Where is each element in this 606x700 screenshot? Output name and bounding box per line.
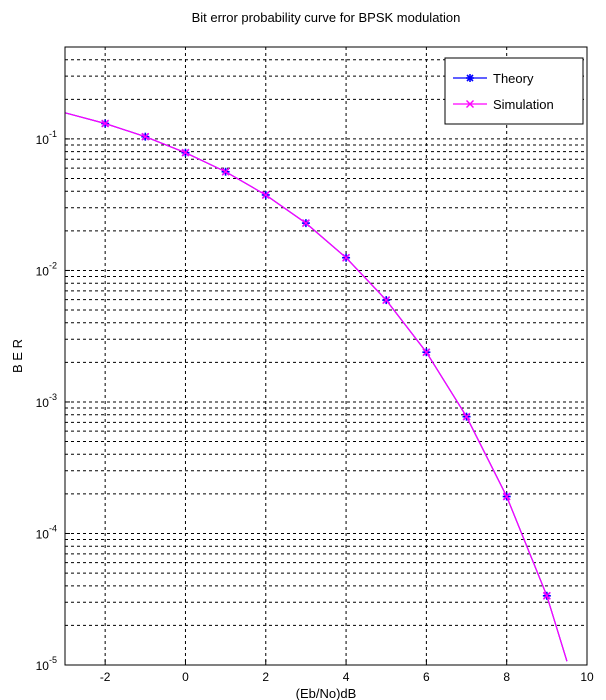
- x-tick-label: 2: [262, 670, 269, 684]
- data-point: [101, 119, 110, 128]
- legend-box: [444, 57, 584, 125]
- marker-stroke: [382, 296, 391, 305]
- series-line-simulation: [65, 112, 568, 662]
- series-layer: [65, 112, 568, 662]
- marker-stroke: [181, 148, 190, 157]
- series-line-theory: [65, 112, 568, 662]
- y-tick-label: 10-1: [36, 129, 57, 147]
- data-point: [181, 148, 190, 157]
- marker-stroke: [261, 190, 270, 199]
- x-tick-label: 6: [423, 670, 430, 684]
- data-point: [422, 348, 431, 357]
- marker-stroke: [466, 100, 474, 108]
- legend-item: Theory: [453, 71, 534, 86]
- x-tick-label: -2: [100, 670, 111, 684]
- y-tick-label: 10-2: [36, 260, 57, 278]
- y-tick-label: 10-5: [36, 655, 57, 673]
- marker-stroke: [462, 412, 471, 421]
- x-tick-label: 0: [182, 670, 189, 684]
- marker-stroke: [422, 348, 431, 357]
- data-point: [542, 591, 551, 600]
- marker-stroke: [301, 219, 310, 228]
- data-point: [462, 412, 471, 421]
- legend-item: Simulation: [453, 97, 554, 112]
- series-theory: [65, 112, 568, 662]
- data-point: [502, 492, 511, 501]
- legend-label: Theory: [493, 71, 534, 86]
- chart-title: Bit error probability curve for BPSK mod…: [192, 10, 461, 25]
- marker-stroke: [101, 119, 110, 128]
- y-tick-label: 10-3: [36, 392, 57, 410]
- x-tick-label: 10: [580, 670, 594, 684]
- tick-labels: -2 0 2 4 6 8 10 10-1 10-2 10-3 10-4 10-5: [36, 129, 594, 684]
- data-point: [141, 132, 150, 141]
- data-point: [221, 167, 230, 176]
- legend: Theory Simulation: [444, 57, 584, 125]
- grid: [65, 47, 587, 665]
- x-tick-label: 4: [343, 670, 350, 684]
- y-axis-label: B E R: [10, 339, 25, 373]
- data-point: [382, 296, 391, 305]
- plot-frame: [64, 46, 588, 666]
- data-point: [301, 219, 310, 228]
- legend-label: Simulation: [493, 97, 554, 112]
- marker-stroke: [141, 132, 150, 141]
- data-point: [342, 253, 351, 262]
- marker-stroke: [221, 167, 230, 176]
- marker-stroke: [342, 253, 351, 262]
- marker-stroke: [542, 591, 551, 600]
- data-point: [261, 190, 270, 199]
- marker-stroke: [466, 74, 474, 82]
- x-tick-label: 8: [503, 670, 510, 684]
- y-tick-label: 10-4: [36, 523, 57, 541]
- x-axis-label: (Eb/No)dB: [296, 686, 357, 700]
- series-simulation: [65, 112, 568, 662]
- marker-stroke: [502, 492, 511, 501]
